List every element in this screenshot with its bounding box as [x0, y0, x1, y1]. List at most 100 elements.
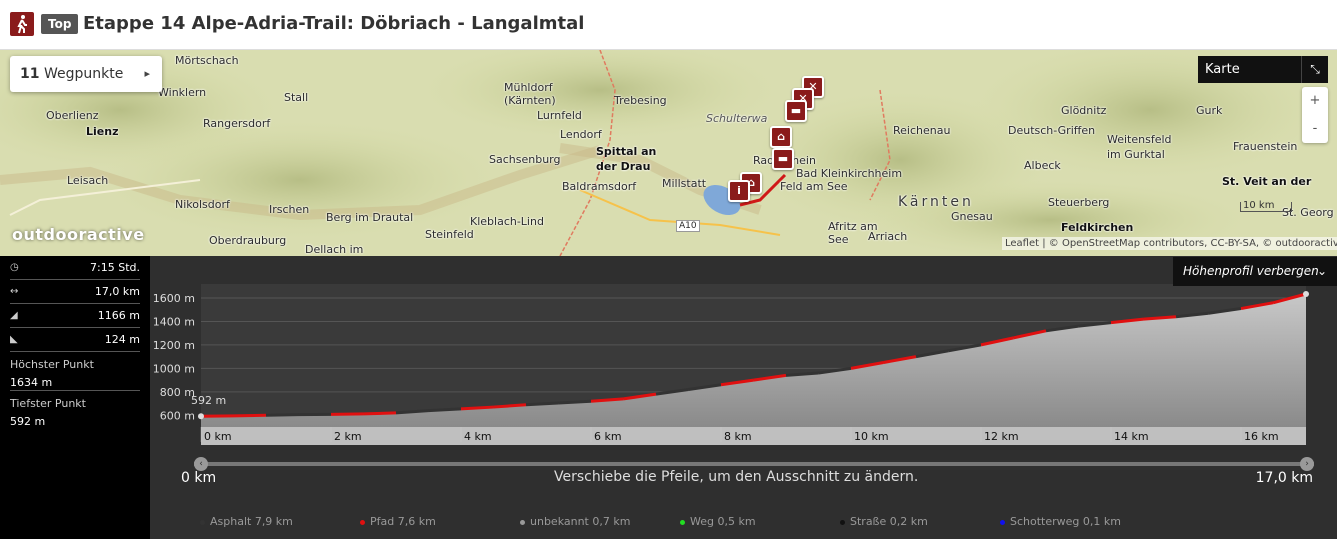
- surface-segment: [753, 373, 787, 382]
- map-place-label: Oberlienz: [46, 109, 99, 122]
- x-tick-label: 8 km: [724, 430, 752, 443]
- brand-logo: outdooractive: [12, 225, 145, 244]
- x-tick-label: 16 km: [1244, 430, 1279, 443]
- surface-segment: [1240, 301, 1274, 311]
- stat-value: 1634 m: [10, 376, 53, 389]
- x-axis-band: [201, 427, 1306, 445]
- map-place-label: St. Veit an der: [1222, 175, 1312, 188]
- y-tick-label: 1200 m: [153, 339, 195, 352]
- x-tick-label: 14 km: [1114, 430, 1149, 443]
- surface-segment: [525, 401, 559, 407]
- elevation-profile: 600 m 800 m 1000 m 1200 m 1400 m 1600 m 0 km 2 …: [150, 256, 1337, 539]
- map-place-label: Lendorf: [560, 128, 602, 141]
- waypoints-count: 11: [20, 66, 40, 82]
- map-place-label: Trebesing: [614, 94, 667, 107]
- map-place-label: Nikolsdorf: [175, 198, 230, 211]
- slider-hint: Verschiebe die Pfeile, um den Ausschnitt…: [554, 469, 919, 485]
- legend-dot: [360, 519, 365, 525]
- stat-label: Höchster Punkt: [10, 358, 94, 371]
- fullscreen-exit-icon[interactable]: ⤡: [1301, 56, 1328, 83]
- x-tick-label: 0 km: [204, 430, 232, 443]
- stat-highest-point: Höchster Punkt 1634 m: [10, 352, 140, 391]
- surface-segment: [785, 371, 819, 377]
- slider-handle-left[interactable]: ‹: [194, 457, 208, 471]
- hide-profile-label: Höhenprofil verbergen: [1183, 264, 1319, 278]
- surface-segment: [363, 411, 397, 416]
- map-marker-info[interactable]: i: [728, 180, 750, 202]
- hiking-icon: [10, 12, 34, 36]
- surface-segment: [818, 366, 852, 375]
- map-layer-button[interactable]: Karte: [1198, 56, 1301, 83]
- legend-item: Asphalt 7,9 km: [200, 515, 293, 528]
- map-place-label: Millstatt: [662, 177, 707, 190]
- map-marker-accommodation[interactable]: ▬: [772, 148, 794, 170]
- map-place-label: Albeck: [1024, 159, 1061, 172]
- map-place-label: Berg im Drautal: [326, 211, 414, 224]
- stat-value: 1166 m: [97, 309, 140, 322]
- map-place-label: Dellach im: [305, 243, 364, 256]
- legend-item: Weg 0,5 km: [680, 515, 756, 528]
- start-elevation-label: 592 m: [191, 394, 226, 407]
- legend-item: unbekannt 0,7 km: [520, 515, 630, 528]
- legend-dot: [680, 519, 685, 525]
- map-marker-hut[interactable]: ⌂: [770, 126, 792, 148]
- y-tick-label: 1600 m: [153, 292, 195, 305]
- end-point: [1303, 291, 1309, 297]
- surface-segment: [1175, 311, 1209, 319]
- stat-value: 124 m: [104, 333, 140, 346]
- map-marker-accommodation[interactable]: ▬: [785, 100, 807, 122]
- map-place-label: Baldramsdorf: [562, 180, 637, 193]
- zoom-in-button[interactable]: +: [1309, 93, 1321, 108]
- range-start-label: 0 km: [181, 470, 217, 486]
- map-place-label: Irschen: [269, 203, 310, 216]
- surface-segment: [1013, 329, 1047, 340]
- legend-item: Schotterweg 0,1 km: [1000, 515, 1121, 528]
- map-place-label: Gnesau: [951, 210, 993, 223]
- distance-icon: ↔: [10, 286, 19, 297]
- stat-label: Tiefster Punkt: [10, 397, 86, 410]
- waypoints-button[interactable]: 11 Wegpunkte ▸: [10, 56, 162, 92]
- map-place-label: Steinfeld: [425, 228, 474, 241]
- legend-label: Asphalt 7,9 km: [210, 515, 293, 528]
- chevron-down-icon: ⌄: [1316, 264, 1327, 278]
- surface-segment: [428, 407, 462, 413]
- start-point: [198, 413, 204, 420]
- map-attribution: Leaflet | © OpenStreetMap contributors, …: [1002, 237, 1337, 250]
- x-tick-label: 12 km: [984, 430, 1019, 443]
- map-place-label: Weitensfeld im Gurktal: [1107, 133, 1172, 161]
- surface-segment: [1045, 324, 1079, 333]
- surface-segment: [850, 361, 884, 370]
- legend-item: Straße 0,2 km: [840, 515, 928, 528]
- surface-segment: [460, 405, 494, 411]
- legend-dot: [840, 519, 845, 525]
- elevation-area: [201, 294, 1306, 427]
- slider-handle-right[interactable]: ›: [1300, 457, 1314, 471]
- map-place-label: Steuerberg: [1048, 196, 1110, 209]
- map-view[interactable]: Mörtschach Winklern Stall Mühldorf (Kärn…: [0, 50, 1337, 256]
- map-place-label: Mühldorf (Kärnten): [504, 81, 556, 107]
- x-tick-label: 4 km: [464, 430, 492, 443]
- map-place-label: Glödnitz: [1061, 104, 1107, 117]
- surface-segment: [1143, 315, 1177, 321]
- zoom-out-button[interactable]: -: [1312, 121, 1318, 136]
- map-place-label: Feldkirchen: [1061, 221, 1134, 234]
- map-place-label: Lienz: [86, 125, 119, 138]
- surface-segment: [1110, 317, 1144, 325]
- surface-segment: [590, 397, 624, 403]
- y-tick-label: 1400 m: [153, 315, 195, 328]
- stat-value: 592 m: [10, 415, 46, 428]
- map-place-label: Lurnfeld: [537, 109, 582, 122]
- surface-segment: [558, 399, 592, 405]
- map-place-label: Feld am See: [780, 180, 848, 193]
- stat-duration: ◷ 7:15 Std.: [10, 256, 140, 280]
- surface-segment: [883, 355, 917, 364]
- page-title: Etappe 14 Alpe-Adria-Trail: Döbriach - L…: [83, 13, 585, 34]
- map-place-label: Oberdrauburg: [209, 234, 287, 247]
- elevation-chart[interactable]: 600 m 800 m 1000 m 1200 m 1400 m 1600 m 0 km 2 …: [150, 256, 1337, 456]
- map-place-label: Stall: [284, 91, 309, 104]
- hide-profile-button[interactable]: Höhenprofil verbergen ⌄: [1173, 257, 1337, 286]
- surface-segment: [395, 409, 429, 415]
- range-slider[interactable]: ‹ ›: [194, 457, 1314, 471]
- surface-legend: Asphalt 7,9 km Pfad 7,6 km unbekannt 0,7 k…: [200, 515, 1330, 529]
- map-place-label: Frauenstein: [1233, 140, 1298, 153]
